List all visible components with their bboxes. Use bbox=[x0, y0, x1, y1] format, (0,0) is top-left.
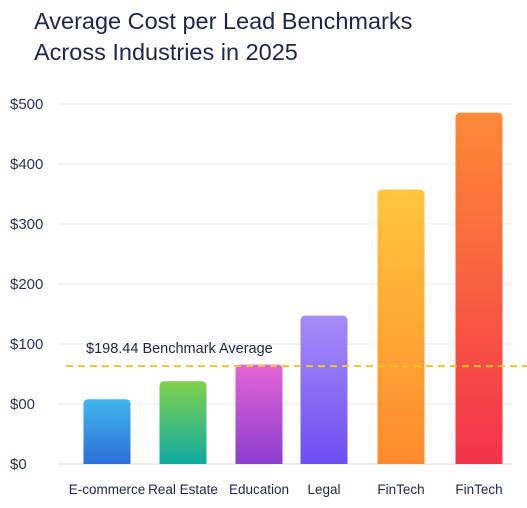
y-tick-label-3: $200 bbox=[10, 276, 43, 293]
bar-4 bbox=[300, 315, 348, 464]
category-label-2: Real Estate bbox=[148, 482, 218, 497]
bar-3 bbox=[235, 364, 283, 464]
y-tick-label-1: $00 bbox=[10, 396, 35, 413]
y-tick-label-5: $400 bbox=[10, 156, 43, 173]
category-label-5: FinTech bbox=[377, 482, 424, 497]
y-tick-label-2: $100 bbox=[10, 336, 43, 353]
category-label-3: Education bbox=[229, 482, 289, 497]
category-label-1: E-commerce bbox=[69, 482, 146, 497]
bar-5 bbox=[377, 189, 425, 464]
category-label-6: FinTech bbox=[455, 482, 502, 497]
bar-6 bbox=[455, 112, 503, 464]
bar-1 bbox=[83, 399, 131, 464]
benchmark-label: $198.44 Benchmark Average bbox=[86, 341, 273, 357]
y-tick-label-4: $300 bbox=[10, 216, 43, 233]
y-tick-label-6: $500 bbox=[10, 96, 43, 113]
category-label-4: Legal bbox=[307, 482, 340, 497]
bar-2 bbox=[159, 381, 207, 464]
chart-title: Average Cost per Lead Benchmarks Across … bbox=[34, 6, 514, 68]
chart-title-line-2: Across Industries in 2025 bbox=[34, 39, 298, 65]
y-tick-label-0: $0 bbox=[10, 456, 27, 473]
chart-title-line-1: Average Cost per Lead Benchmarks bbox=[34, 8, 413, 34]
